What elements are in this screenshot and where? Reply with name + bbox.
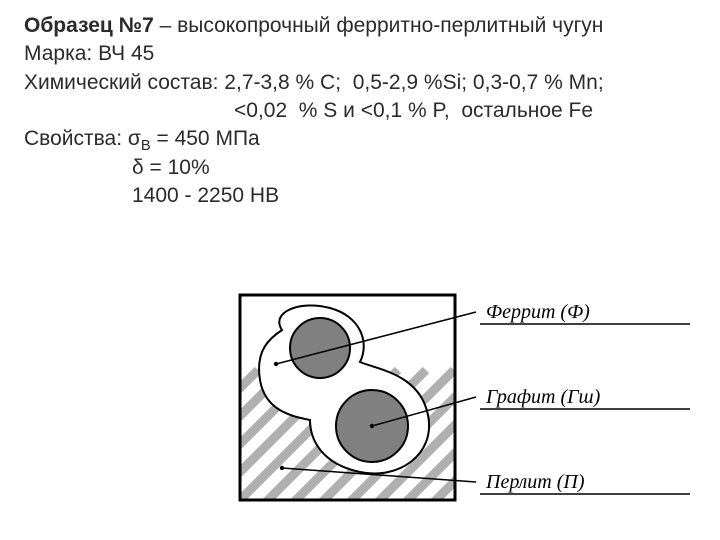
delta-line: δ = 10%: [24, 154, 704, 182]
props-sub: В: [141, 139, 151, 155]
microstructure-diagram: Феррит (Ф) Графит (Гш) Перлит (П): [230, 280, 700, 525]
sample-label: Образец №7: [24, 14, 154, 37]
svg-text:Графит (Гш): Графит (Гш): [485, 386, 601, 408]
svg-text:Феррит (Ф): Феррит (Ф): [486, 301, 590, 323]
hb-line: 1400 - 2250 НВ: [24, 182, 704, 210]
props-line: Свойства: σВ = 450 МПа: [24, 125, 704, 153]
chem-line-1: Химический состав: 2,7-3,8 % С; 0,5-2,9 …: [24, 69, 704, 97]
chem-line-2: <0,02 % S и <0,1 % P, остальное Fe: [24, 97, 704, 125]
text-block: Образец №7 – высокопрочный ферритно-перл…: [24, 12, 704, 210]
diagram-svg: Феррит (Ф) Графит (Гш) Перлит (П): [230, 280, 700, 525]
props-prefix: Свойства: σ: [24, 127, 141, 150]
title-line: Образец №7 – высокопрочный ферритно-перл…: [24, 12, 704, 40]
brand-line: Марка: ВЧ 45: [24, 40, 704, 68]
sample-desc: – высокопрочный ферритно-перлитный чугун: [154, 14, 604, 37]
svg-text:Перлит (П): Перлит (П): [485, 471, 585, 493]
props-suffix: = 450 МПа: [151, 127, 260, 150]
page: Образец №7 – высокопрочный ферритно-перл…: [0, 0, 720, 540]
